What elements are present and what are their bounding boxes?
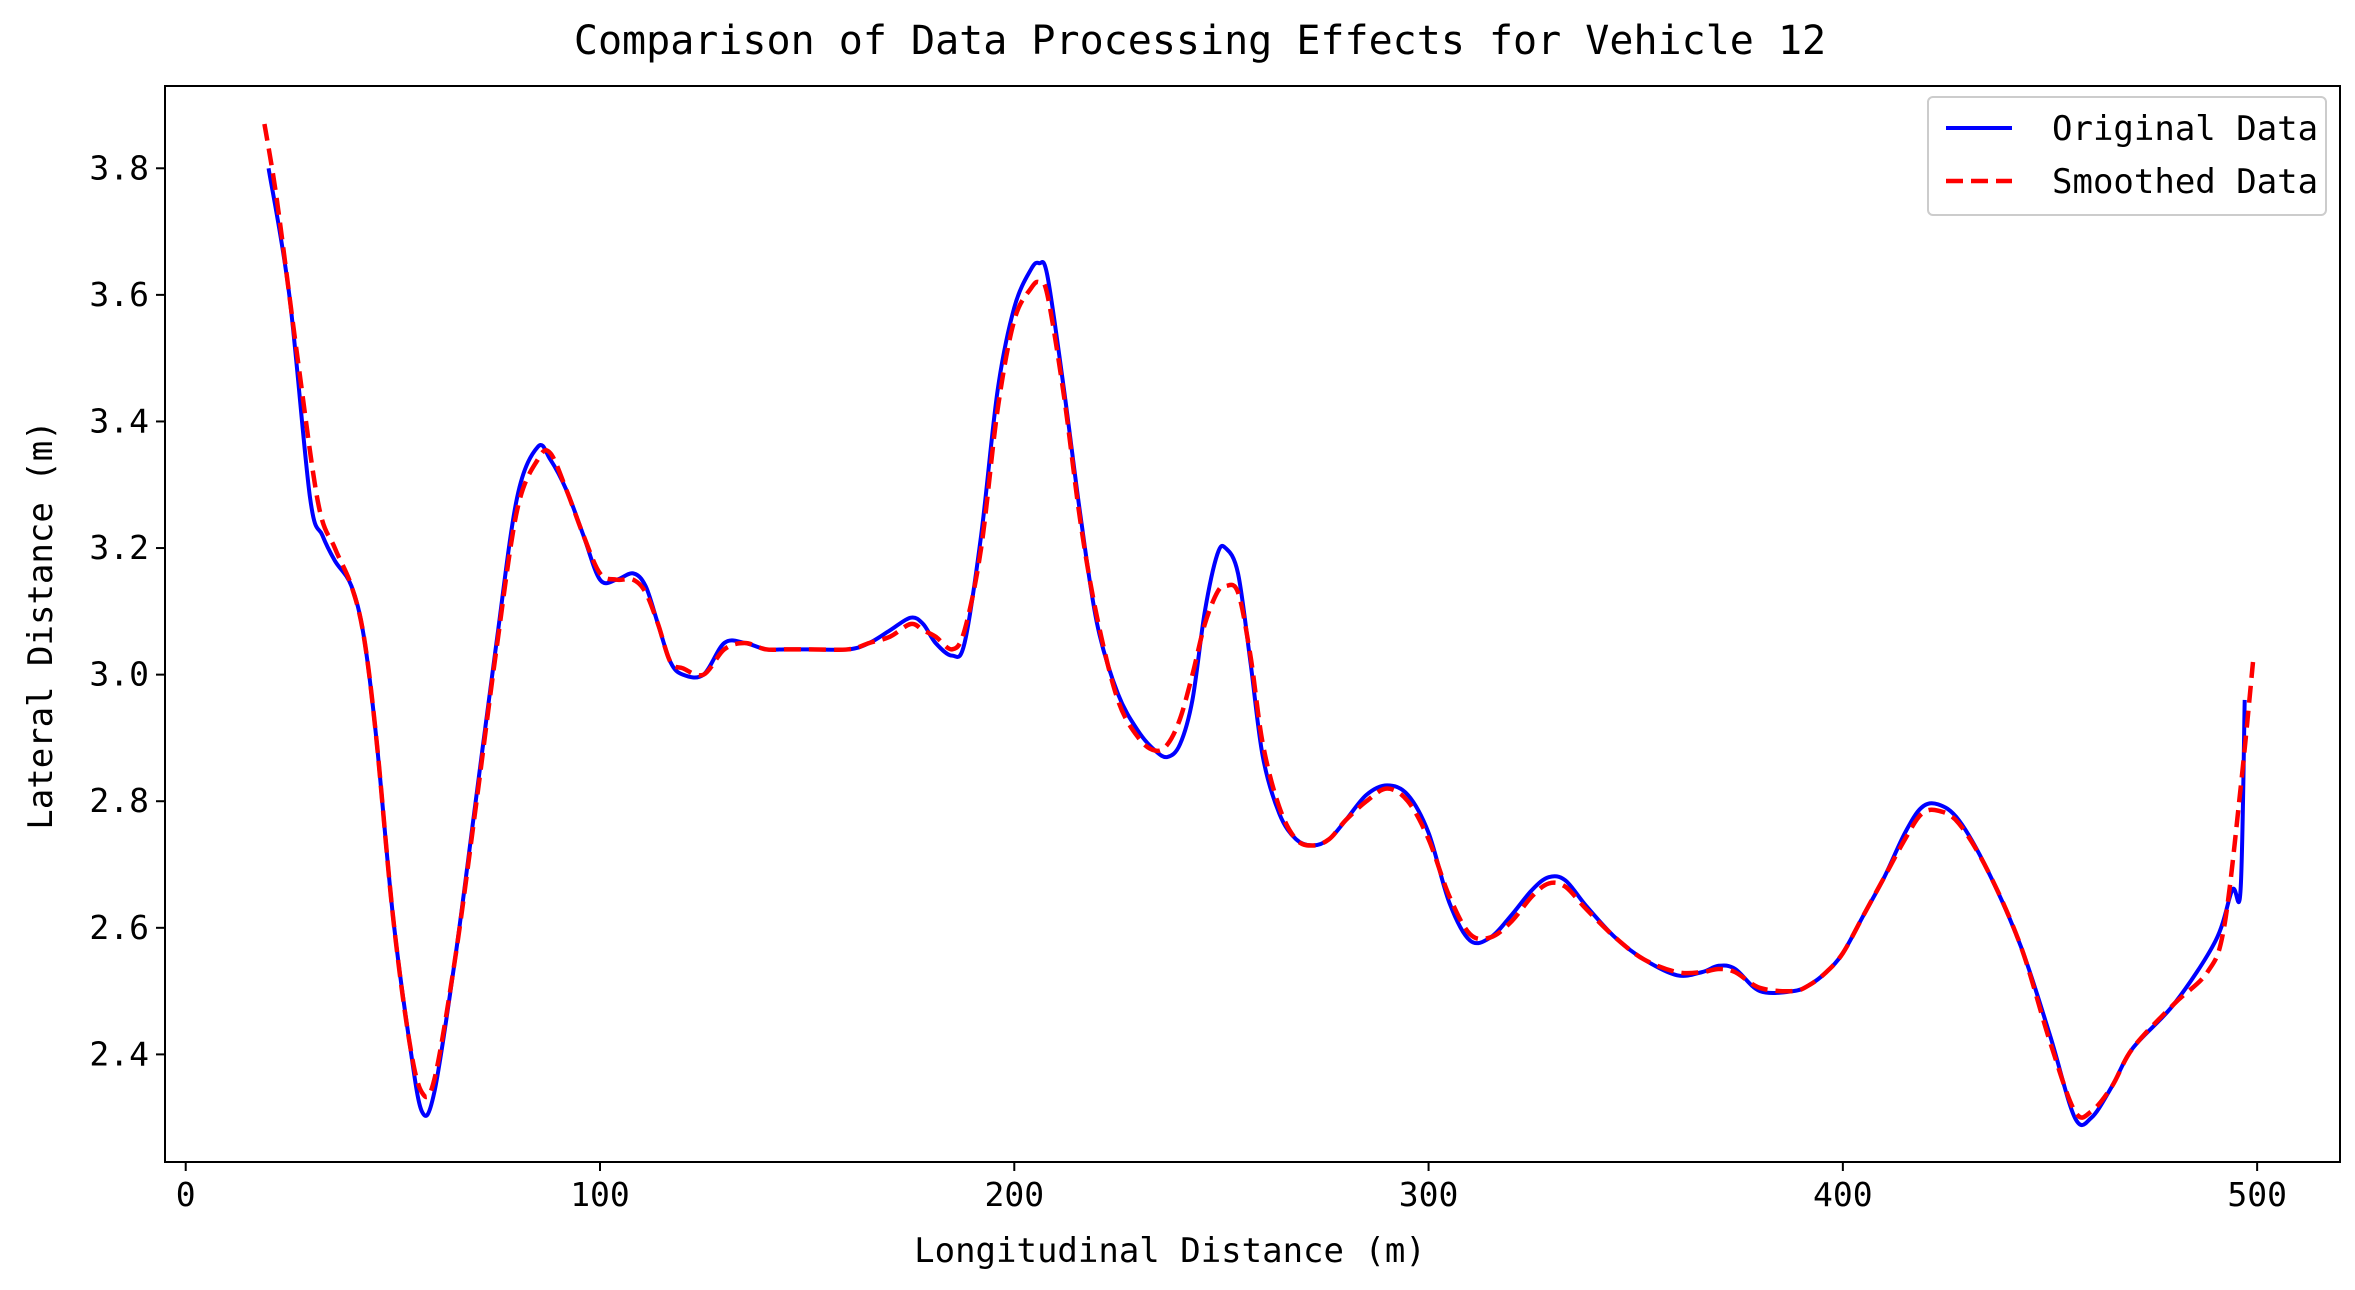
y-axis-ticks: 2.4 2.6 2.8 3.0 3.2 3.4 3.6 3.8 [89,148,165,1073]
legend: Original Data Smoothed Data [1927,96,2327,216]
x-tick-label: 100 [570,1175,630,1214]
y-tick-label: 3.8 [89,148,149,187]
chart-title: Comparison of Data Processing Effects fo… [574,18,1826,64]
x-tick-label: 200 [984,1175,1044,1214]
y-tick-label: 3.0 [89,655,149,694]
x-tick-label: 500 [2227,1175,2287,1214]
series-line-smoothed-data [262,123,2256,1120]
y-tick-label: 3.6 [89,275,149,314]
plot-frame [164,85,2341,1163]
legend-label: Original Data [2052,109,2318,149]
legend-box [1927,96,2327,216]
y-tick-label: 2.6 [89,908,149,947]
y-tick-label: 3.4 [89,401,149,440]
x-tick-label: 400 [1813,1175,1873,1214]
legend-label: Smoothed Data [2052,162,2318,202]
series-line-original-data [266,167,2247,1128]
x-tick-label: 0 [176,1175,196,1214]
y-axis-label: Lateral Distance (m) [21,420,61,829]
x-axis-label: Longitudinal Distance (m) [914,1231,1426,1271]
y-tick-label: 3.2 [89,528,149,567]
series-layer [262,123,2256,1128]
x-tick-label: 300 [1399,1175,1459,1214]
x-axis-ticks: 0 100 200 300 400 500 [176,1162,2287,1214]
y-tick-label: 2.4 [89,1034,149,1073]
y-tick-label: 2.8 [89,781,149,820]
